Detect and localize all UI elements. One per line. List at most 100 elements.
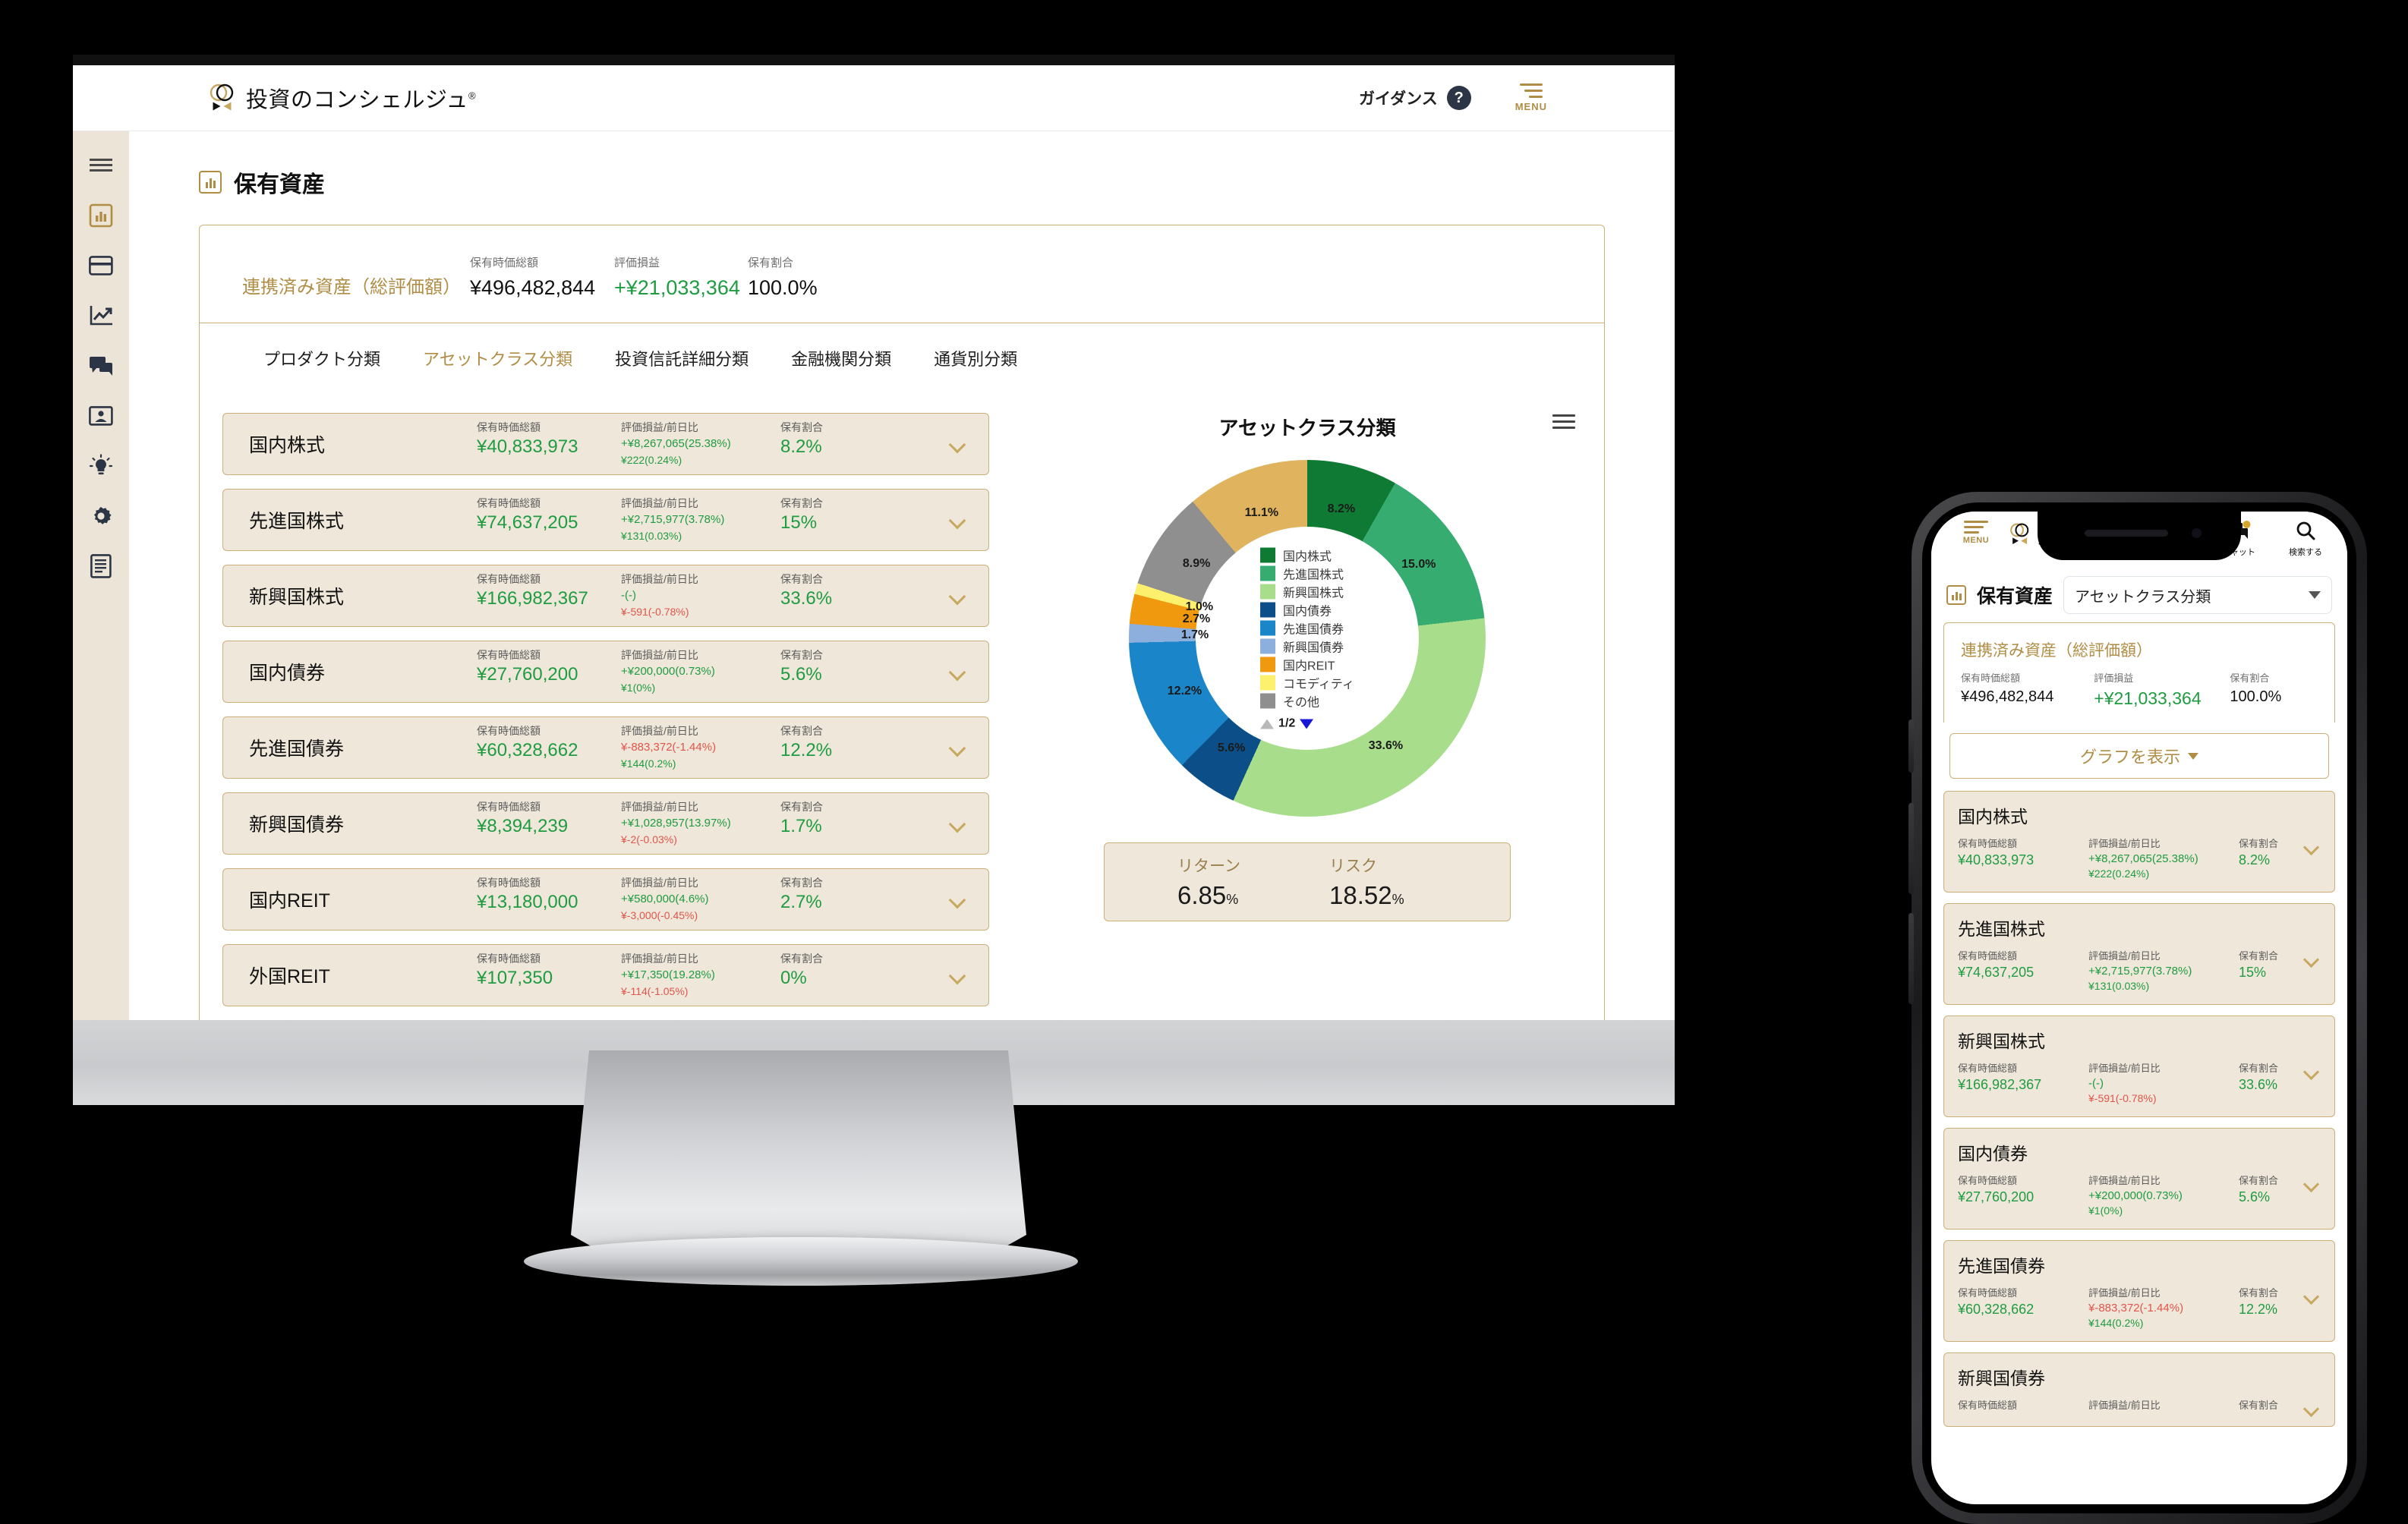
risk-metric: リスク 18.52% [1329, 854, 1481, 910]
menu-button[interactable]: MENU [1515, 83, 1547, 112]
asset-row[interactable]: 新興国債券 保有時価総額 ¥8,394,239 評価損益/前日比 +¥1,028,957… [222, 792, 989, 855]
sidebar-item-settings[interactable] [87, 502, 115, 530]
legend-item[interactable]: コモディティ [1260, 674, 1354, 692]
legend-item[interactable]: 先進国債券 [1260, 619, 1354, 638]
asset-pnl: 評価損益/前日比 -(-) ¥-591(-0.78%) [621, 572, 698, 619]
sidebar-item-assets[interactable] [87, 202, 115, 229]
tab-currency[interactable]: 通貨別分類 [934, 350, 1018, 369]
legend-swatch [1260, 547, 1276, 563]
legend-item[interactable]: 国内REIT [1260, 656, 1354, 674]
legend-label: 先進国株式 [1283, 568, 1344, 582]
legend-item[interactable]: 国内債券 [1260, 601, 1354, 619]
chevron-down-icon[interactable] [949, 434, 969, 454]
guidance-button[interactable]: ガイダンス ? [1359, 86, 1471, 110]
metric-value: +¥21,033,364 [2094, 688, 2202, 708]
chevron-down-icon[interactable] [2304, 1176, 2321, 1192]
sidebar-item-accounts[interactable] [87, 252, 115, 279]
asset-name: 先進国株式 [249, 511, 345, 532]
legend-item[interactable]: 国内株式 [1260, 546, 1354, 565]
chevron-down-icon[interactable] [949, 738, 969, 757]
phone-asset-card[interactable]: 国内株式 保有時価総額 ¥40,833,973 評価損益/前日比 +¥8,267,065… [1943, 791, 2335, 893]
classification-select[interactable]: アセットクラス分類 [2063, 576, 2332, 614]
legend-item[interactable]: その他 [1260, 692, 1354, 710]
phone-mute-button[interactable] [1908, 719, 1914, 773]
asset-row[interactable]: 先進国債券 保有時価総額 ¥60,328,662 評価損益/前日比 ¥-883,372(… [222, 716, 989, 779]
asset-row[interactable]: 先進国株式 保有時価総額 ¥74,637,205 評価損益/前日比 +¥2,715,97… [222, 489, 989, 551]
chevron-down-icon[interactable] [949, 510, 969, 530]
asset-name: 国内債券 [1958, 1144, 2028, 1163]
legend-pager[interactable]: 1/2 [1260, 717, 1354, 731]
phone-asset-card[interactable]: 国内債券 保有時価総額 ¥27,760,200 評価損益/前日比 +¥200,000(0… [1943, 1128, 2335, 1230]
legend-item[interactable]: 新興国株式 [1260, 583, 1354, 601]
sidebar-item-documents[interactable] [87, 553, 115, 580]
sidebar-item-chat[interactable] [87, 352, 115, 379]
tab-fund-detail[interactable]: 投資信託詳細分類 [615, 350, 749, 369]
gear-icon [93, 507, 112, 524]
legend-item[interactable]: 新興国債券 [1260, 638, 1354, 656]
asset-ratio: 保有割合 0% [780, 952, 823, 988]
risk-label: リスク [1329, 858, 1377, 875]
metric-value: ¥496,482,844 [1961, 688, 2054, 705]
chevron-down-icon[interactable] [2304, 1400, 2321, 1417]
tab-product[interactable]: プロダクト分類 [263, 350, 381, 369]
phone-asset-card[interactable]: 新興国債券 保有時価総額 評価損益/前日比 保有割合 [1943, 1352, 2335, 1427]
phone-menu-button[interactable]: MENU [1948, 521, 2004, 545]
donut-segment-label: 2.7% [1182, 612, 1211, 626]
asset-pnl: 評価損益/前日比 [2088, 1400, 2161, 1411]
asset-name: 国内株式 [249, 435, 326, 456]
phone-asset-card[interactable]: 先進国株式 保有時価総額 ¥74,637,205 評価損益/前日比 +¥2,715,97… [1943, 903, 2335, 1005]
asset-row[interactable]: 国内債券 保有時価総額 ¥27,760,200 評価損益/前日比 +¥200,000(0… [222, 641, 989, 703]
legend-item[interactable]: 先進国株式 [1260, 565, 1354, 583]
chevron-down-icon[interactable] [2304, 1063, 2321, 1080]
chevron-down-icon[interactable] [2304, 951, 2321, 968]
metric-key: 評価損益 [2094, 672, 2134, 684]
phone-search-button[interactable]: 検索する [2280, 521, 2331, 558]
donut-segment-label: 15.0% [1401, 557, 1436, 571]
donut-segment-label: 1.7% [1180, 628, 1209, 641]
asset-name: 先進国債券 [249, 738, 345, 760]
asset-row[interactable]: 国内REIT 保有時価総額 ¥13,180,000 評価損益/前日比 +¥580,000… [222, 868, 989, 930]
legend-label: 新興国債券 [1283, 641, 1344, 655]
sidebar-item-insights[interactable] [87, 452, 115, 480]
chevron-down-icon[interactable] [949, 814, 969, 833]
asset-row[interactable]: 新興国株式 保有時価総額 ¥166,982,367 評価損益/前日比 -(-) ¥-591… [222, 565, 989, 627]
guidance-label: ガイダンス [1358, 90, 1438, 108]
phone-asset-card[interactable]: 新興国株式 保有時価総額 ¥166,982,367 評価損益/前日比 -(-) ¥-591… [1943, 1015, 2335, 1117]
asset-ratio: 保有割合 33.6% [2239, 1063, 2279, 1092]
chevron-down-icon[interactable] [2304, 839, 2321, 855]
phone-volume-up-button[interactable] [1908, 803, 1914, 894]
asset-pnl: 評価損益/前日比 +¥2,715,977(3.78%) ¥131(0.03%) [621, 496, 725, 543]
phone-screen: MENU 投資のコンシェルジュ [1931, 512, 2347, 1504]
asset-total: 保有時価総額 ¥60,328,662 [477, 724, 578, 760]
asset-ratio: 保有割合 5.6% [2239, 1175, 2279, 1204]
brand-mark-icon [208, 83, 237, 113]
phone-menu-label: MENU [1962, 536, 1990, 545]
tab-institution[interactable]: 金融機関分類 [791, 350, 892, 369]
chevron-down-icon[interactable] [949, 965, 969, 985]
chevron-down-icon[interactable] [2304, 1288, 2321, 1305]
asset-name: 先進国債券 [1958, 1256, 2045, 1276]
help-icon[interactable]: ? [1446, 86, 1471, 110]
phone-asset-card-list: 国内株式 保有時価総額 ¥40,833,973 評価損益/前日比 +¥8,267,065… [1943, 791, 2335, 1427]
chevron-down-icon[interactable] [949, 586, 969, 606]
pager-down-icon[interactable] [1300, 719, 1314, 729]
phone-asset-card[interactable]: 先進国債券 保有時価総額 ¥60,328,662 評価損益/前日比 ¥-883,372(… [1943, 1240, 2335, 1342]
phone-volume-down-button[interactable] [1908, 913, 1914, 1004]
asset-row[interactable]: 国内株式 保有時価総額 ¥40,833,973 評価損益/前日比 +¥8,267,065… [222, 413, 989, 475]
sidebar-item-performance[interactable] [87, 302, 115, 329]
sidebar-item-menu[interactable] [87, 152, 115, 179]
chevron-down-icon[interactable] [949, 662, 969, 682]
sidebar-item-profile[interactable] [87, 402, 115, 430]
asset-row[interactable]: 外国REIT 保有時価総額 ¥107,350 評価損益/前日比 +¥17,350(19.… [222, 944, 989, 1006]
asset-total: 保有時価総額 [1958, 1400, 2018, 1411]
pager-up-icon[interactable] [1260, 719, 1275, 729]
show-graph-button[interactable]: グラフを表示 [1949, 733, 2329, 779]
chevron-down-icon[interactable] [949, 890, 969, 909]
asset-pnl: 評価損益/前日比 +¥8,267,065(25.38%) ¥222(0.24%) [621, 420, 731, 467]
metric-key: 保有時価総額 [1961, 672, 2021, 684]
legend-swatch [1260, 693, 1276, 709]
tab-asset-class[interactable]: アセットクラス分類 [423, 350, 573, 369]
brand-logo[interactable]: 投資のコンシェルジュ® [208, 82, 476, 114]
phone-page-title-row: 保有資産 アセットクラス分類 [1931, 568, 2347, 622]
chart-menu-icon[interactable] [1552, 414, 1575, 429]
